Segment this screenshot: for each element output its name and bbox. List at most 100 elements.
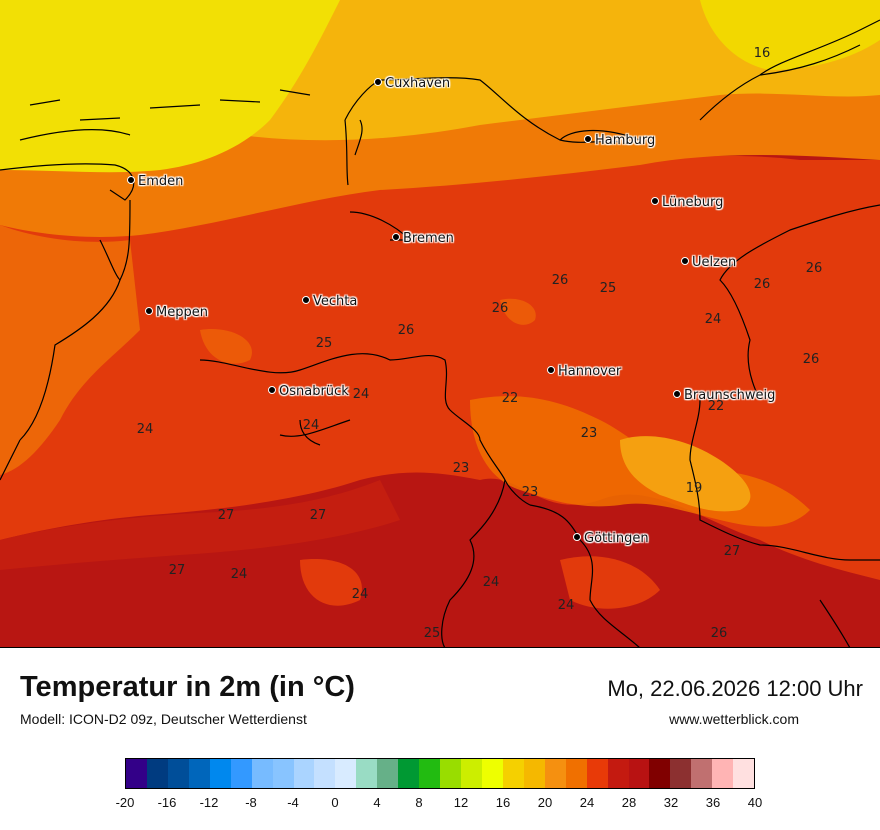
city-marker-icon: [681, 257, 689, 265]
temp-patch: [560, 556, 660, 609]
city-label-hamburg: Hamburg: [584, 134, 655, 148]
legend-tick-label: 0: [331, 795, 339, 810]
temp-value: 27: [217, 508, 235, 523]
borders: [0, 19, 880, 647]
city-label-lueneburg: Lüneburg: [651, 196, 723, 210]
forecast-datetime: Mo, 22.06.2026 12:00 Uhr: [607, 676, 863, 701]
temp-value: 23: [521, 485, 539, 500]
city-marker-icon: [547, 366, 555, 374]
temp-value: 25: [599, 281, 617, 296]
temp-value: 24: [351, 587, 369, 602]
legend-swatch: [502, 759, 524, 788]
legend-swatch: [335, 759, 357, 788]
city-label-uelzen: Uelzen: [681, 256, 736, 270]
legend-tick-label: -4: [287, 795, 299, 810]
legend-swatch: [188, 759, 210, 788]
temp-value: 24: [352, 387, 370, 402]
temp-value: 25: [315, 336, 333, 351]
legend-swatch: [691, 759, 713, 788]
legend-tick-label: 36: [705, 795, 721, 810]
legend-ticks: -20 -16 -12 -8 -4 0 4 8 12 16 20 24 28 32 36 40: [116, 795, 763, 815]
city-name: Hannover: [558, 364, 622, 379]
color-legend: [125, 758, 755, 789]
legend-swatch: [586, 759, 608, 788]
city-marker-icon: [584, 135, 592, 143]
city-marker-icon: [374, 78, 382, 86]
legend-tick-label: 8: [415, 795, 423, 810]
temp-value: 24: [136, 422, 154, 437]
legend-tick-label: -20: [115, 795, 135, 810]
temp-value: 19: [685, 481, 703, 496]
city-name: Cuxhaven: [385, 76, 451, 91]
legend-swatch: [356, 759, 378, 788]
website-link[interactable]: www.wetterblick.com: [669, 711, 799, 727]
temp-patch: [500, 298, 536, 325]
legend-swatch: [461, 759, 482, 788]
legend-tick-label: -16: [157, 795, 177, 810]
map-title: Temperatur in 2m (in °C): [20, 671, 355, 703]
legend-tick-label: 32: [663, 795, 679, 810]
legend-swatch: [712, 759, 734, 788]
city-marker-icon: [268, 386, 276, 394]
temp-value: 24: [482, 575, 500, 590]
temp-value: 22: [501, 391, 519, 406]
city-label-meppen: Meppen: [145, 306, 208, 320]
temp-value: 27: [723, 544, 741, 559]
temp-zone-22: [0, 88, 880, 237]
city-label-osnabrueck: Osnabrück: [268, 385, 349, 399]
city-label-braunschweig: Braunschweig: [673, 389, 775, 403]
city-name: Braunschweig: [684, 388, 776, 403]
temp-value: 26: [805, 261, 823, 276]
legend-swatch: [419, 759, 441, 788]
city-name: Uelzen: [692, 255, 737, 270]
city-label-bremen: Bremen: [392, 232, 454, 246]
city-name: Bremen: [403, 231, 454, 246]
temp-value: 26: [551, 273, 569, 288]
legend-swatch: [607, 759, 629, 788]
city-label-vechta: Vechta: [302, 295, 357, 309]
legend-swatch: [377, 759, 399, 788]
temp-value: 26: [491, 301, 509, 316]
city-name: Vechta: [313, 294, 358, 309]
temp-value: 24: [302, 418, 320, 433]
legend-swatch: [523, 759, 545, 788]
city-name: Meppen: [156, 305, 208, 320]
temp-value: 26: [710, 626, 728, 641]
temp-patch: [200, 329, 252, 364]
legend-swatch: [251, 759, 273, 788]
legend-tick-label: 28: [621, 795, 637, 810]
legend-tick-label: -8: [245, 795, 257, 810]
legend-swatch: [146, 759, 168, 788]
city-label-goettingen: Göttingen: [573, 532, 649, 546]
city-name: Osnabrück: [279, 384, 349, 399]
legend-tick-label: 40: [747, 795, 763, 810]
temp-value: 27: [309, 508, 327, 523]
temperature-map: Cuxhaven Hamburg Emden Lüneburg Bremen U…: [0, 0, 880, 648]
city-marker-icon: [673, 390, 681, 398]
legend-swatch: [398, 759, 420, 788]
temp-value: 24: [704, 312, 722, 327]
city-marker-icon: [573, 533, 581, 541]
legend-tick-label: 16: [495, 795, 511, 810]
legend-swatch: [670, 759, 692, 788]
legend-swatch: [733, 759, 755, 788]
temp-value: 26: [753, 277, 771, 292]
legend-tick-label: 20: [537, 795, 553, 810]
temp-value: 24: [230, 567, 248, 582]
temp-value: 16: [753, 46, 771, 61]
legend-swatch: [565, 759, 587, 788]
legend-swatch: [272, 759, 294, 788]
legend-swatch: [628, 759, 650, 788]
city-marker-icon: [392, 233, 400, 241]
legend-swatch: [440, 759, 461, 788]
temp-value: 23: [580, 426, 598, 441]
legend-swatch: [230, 759, 252, 788]
legend-swatch: [126, 759, 147, 788]
temp-value: 25: [423, 626, 441, 641]
legend-tick-label: 24: [579, 795, 595, 810]
city-marker-icon: [127, 176, 135, 184]
model-subtitle: Modell: ICON-D2 09z, Deutscher Wetterdie…: [20, 711, 307, 727]
city-label-cuxhaven: Cuxhaven: [374, 77, 450, 91]
city-marker-icon: [651, 197, 659, 205]
legend-swatch: [209, 759, 231, 788]
